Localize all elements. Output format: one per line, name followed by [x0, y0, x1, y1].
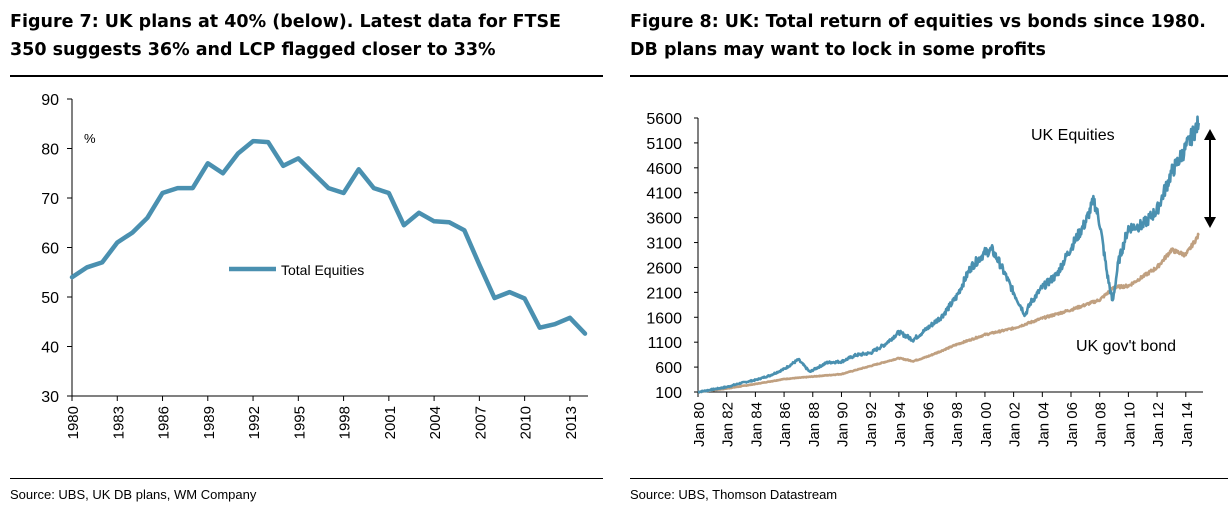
x-tick-label: Jan 90	[834, 402, 851, 447]
x-tick-label: Jan 82	[720, 402, 737, 447]
y-tick-label: 5100	[646, 136, 682, 153]
x-tick-label: Jan 86	[777, 402, 794, 447]
figure-8-panel: Figure 8: UK: Total return of equities v…	[628, 0, 1228, 511]
x-tick-label: Jan 84	[748, 402, 765, 447]
y-tick-label: 4600	[646, 161, 682, 178]
x-tick-label: Jan 12	[1150, 402, 1167, 447]
legend-label: Total Equities	[281, 262, 364, 278]
y-tick-label: 3600	[646, 211, 682, 228]
figure-7-panel: Figure 7: UK plans at 40% (below). Lates…	[0, 0, 603, 511]
series-line-total-equities	[69, 138, 588, 336]
x-tick-label: 1986	[156, 406, 173, 439]
y-tick-label: 60	[41, 241, 59, 258]
x-tick-label: 1983	[110, 406, 127, 439]
x-tick-label: Jan 10	[1121, 402, 1138, 447]
y-tick-label: 2600	[646, 260, 682, 277]
y-tick-label: 90	[41, 92, 59, 109]
unit-label: %	[84, 131, 96, 146]
figure-7-source: Source: UBS, UK DB plans, WM Company	[10, 487, 257, 502]
x-tick-label: 1989	[201, 406, 218, 439]
x-tick-label: Jan 08	[1093, 402, 1110, 447]
x-tick-label: 1998	[337, 406, 354, 439]
x-tick-label: 2010	[518, 406, 535, 439]
gap-arrow-head-down	[1204, 217, 1216, 228]
y-tick-label: 600	[655, 360, 682, 377]
x-tick-label: Jan 80	[691, 402, 708, 447]
y-tick-label: 100	[655, 385, 682, 402]
y-tick-label: 40	[41, 340, 59, 357]
figure-7-title: Figure 7: UK plans at 40% (below). Lates…	[10, 12, 562, 60]
y-tick-label: 70	[41, 191, 59, 208]
figure-7-source-rule	[10, 478, 603, 479]
y-tick-label: 30	[41, 389, 59, 406]
figure-8-source: Source: UBS, Thomson Datastream	[630, 487, 838, 502]
x-tick-label: Jan 02	[1007, 402, 1024, 447]
x-tick-label: 1992	[246, 406, 263, 439]
y-tick-label: 2100	[646, 285, 682, 302]
x-tick-label: Jan 14	[1179, 402, 1196, 447]
x-tick-label: 1995	[291, 406, 308, 439]
annotation-uk-govt-bond: UK gov't bond	[1076, 338, 1176, 355]
figure-7-title-rule	[10, 75, 603, 77]
figure-7-chart: 30 40 50 60 70 80 90 1980 1983 1986 1989 1992 1995 19…	[41, 92, 588, 439]
figure-8-chart: 100 600 1100 1600 2100 2600 3100 3600 4100 4600 51…	[646, 111, 1216, 447]
figure-8-title-rule	[630, 75, 1228, 77]
series-line-uk-equities	[697, 115, 1200, 394]
y-tick-label: 4100	[646, 186, 682, 203]
x-tick-label: 2013	[563, 406, 580, 439]
x-tick-label: 2004	[427, 406, 444, 439]
x-tick-label: Jan 88	[806, 402, 823, 447]
y-tick-label: 80	[41, 142, 59, 159]
y-tick-label: 50	[41, 290, 59, 307]
x-tick-label: Jan 00	[978, 402, 995, 447]
y-tick-label: 5600	[646, 111, 682, 128]
y-tick-label: 1600	[646, 310, 682, 327]
figure-8-title: Figure 8: UK: Total return of equities v…	[630, 12, 1206, 60]
x-tick-label: 1980	[65, 406, 82, 439]
x-tick-label: Jan 04	[1035, 402, 1052, 447]
gap-arrow-head-up	[1204, 129, 1216, 140]
y-tick-label: 3100	[646, 236, 682, 253]
x-tick-label: Jan 98	[949, 402, 966, 447]
y-tick-label: 1100	[648, 335, 683, 352]
x-tick-label: Jan 96	[921, 402, 938, 447]
x-tick-label: Jan 94	[892, 402, 909, 447]
x-tick-label: Jan 92	[863, 402, 880, 447]
x-tick-label: Jan 06	[1064, 402, 1081, 447]
x-tick-label: 2001	[382, 406, 399, 439]
series-line-uk-govt-bond	[697, 232, 1200, 394]
x-tick-label: 2007	[472, 406, 489, 439]
annotation-uk-equities: UK Equities	[1031, 127, 1115, 144]
figure-8-source-rule	[630, 478, 1228, 479]
